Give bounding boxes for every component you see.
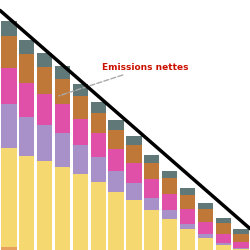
Bar	[126, 200, 142, 250]
Bar	[144, 155, 160, 162]
Bar	[144, 162, 160, 179]
Bar	[1, 68, 16, 104]
Bar	[55, 167, 70, 250]
Bar	[216, 224, 231, 234]
Bar	[180, 210, 195, 224]
Bar	[91, 157, 106, 182]
Bar	[126, 162, 142, 183]
Bar	[1, 104, 16, 148]
Bar	[91, 112, 106, 133]
Bar	[55, 104, 70, 133]
Bar	[198, 222, 213, 234]
Bar	[37, 94, 52, 125]
Bar	[126, 183, 142, 200]
Bar	[73, 174, 88, 250]
Bar	[1, 21, 16, 36]
Bar	[162, 178, 177, 194]
Bar	[1, 36, 16, 68]
Bar	[73, 96, 88, 119]
Bar	[234, 248, 249, 249]
Bar	[162, 210, 177, 219]
Bar	[108, 171, 124, 192]
Bar	[91, 102, 106, 112]
Bar	[55, 79, 70, 104]
Bar	[37, 52, 52, 67]
Bar	[108, 192, 124, 250]
Bar	[234, 229, 249, 234]
Bar	[180, 229, 195, 250]
Bar	[73, 84, 88, 96]
Bar	[216, 245, 231, 250]
Text: Emissions nettes: Emissions nettes	[59, 63, 188, 96]
Bar	[1, 148, 16, 247]
Bar	[19, 156, 34, 250]
Bar	[108, 149, 124, 171]
Bar	[162, 194, 177, 210]
Bar	[37, 125, 52, 162]
Bar	[55, 66, 70, 79]
Bar	[1, 247, 16, 250]
Bar	[19, 117, 34, 156]
Bar	[234, 249, 249, 250]
Bar	[198, 234, 213, 238]
Bar	[180, 224, 195, 229]
Bar	[19, 40, 34, 54]
Bar	[180, 195, 195, 210]
Bar	[198, 238, 213, 250]
Bar	[180, 188, 195, 195]
Bar	[198, 203, 213, 209]
Bar	[144, 179, 160, 198]
Bar	[108, 130, 124, 149]
Bar	[144, 210, 160, 250]
Bar	[37, 67, 52, 94]
Bar	[216, 243, 231, 245]
Bar	[19, 83, 34, 117]
Bar	[91, 133, 106, 157]
Bar	[198, 210, 213, 222]
Bar	[216, 218, 231, 224]
Bar	[126, 145, 142, 162]
Bar	[91, 182, 106, 250]
Bar	[73, 119, 88, 145]
Bar	[144, 198, 160, 210]
Bar	[19, 54, 34, 83]
Bar	[108, 120, 124, 130]
Bar	[162, 171, 177, 178]
Bar	[126, 136, 142, 145]
Bar	[234, 234, 249, 242]
Bar	[73, 145, 88, 174]
Bar	[37, 162, 52, 250]
Bar	[216, 234, 231, 243]
Bar	[55, 133, 70, 167]
Bar	[162, 219, 177, 250]
Bar	[234, 242, 249, 248]
